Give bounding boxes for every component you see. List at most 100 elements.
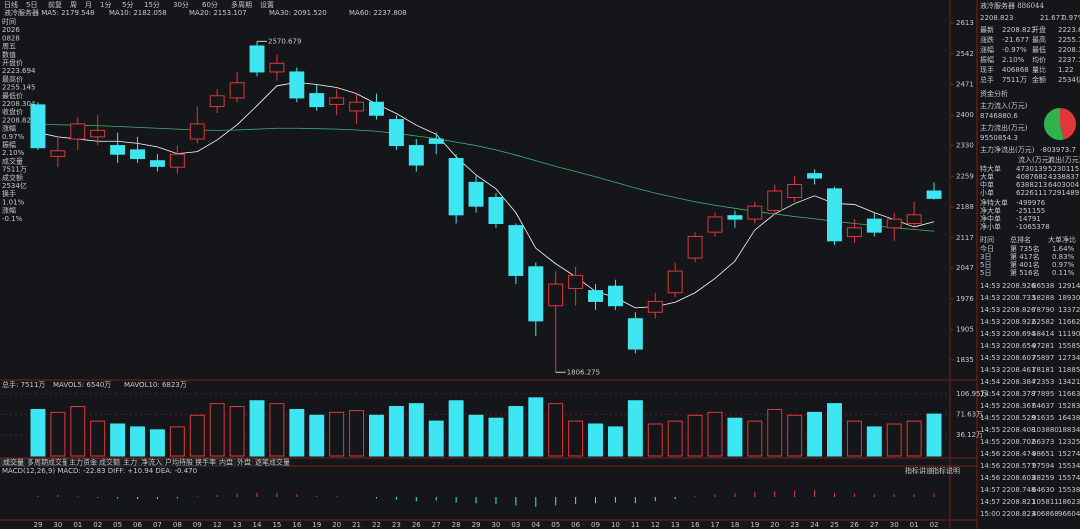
date-label: 02 [930,521,939,529]
trade-cell: 13372 [1058,306,1080,314]
volume-bar [249,400,265,457]
date-label: 13 [233,521,242,529]
candle-body [906,214,922,224]
trade-cell: 15534 [1058,462,1080,470]
trade-cell: 15274 [1058,450,1080,458]
volume-bar [448,400,464,457]
ranking-cell: 0.11% [1052,269,1075,277]
trade-cell: 91635 [1032,414,1054,422]
volume-bar [548,403,564,457]
indicator-tab: 换手率 [195,458,216,467]
info-item: 振幅 [2,140,16,149]
tab-bg[interactable] [96,458,120,467]
date-label: 29 [472,521,481,529]
ranking-cell: 0.97% [1052,261,1075,269]
funds-label: 主力净流出(万元) [980,145,1035,154]
date-label: 20 [332,521,341,529]
info-item: 开盘价 [2,58,23,67]
tab-bg[interactable] [234,458,252,467]
tab-bg[interactable] [252,458,288,467]
info-item: 收盘价 [2,107,23,116]
tab-bg[interactable] [162,458,192,467]
candle-body [50,150,66,157]
trade-cell: 88259 [1032,474,1054,482]
candle-body [229,82,245,99]
date-label: 16 [292,521,301,529]
quote-cell: 406868 [1002,66,1029,74]
ranking-cell: 1.64% [1052,245,1075,253]
tab-bg[interactable] [120,458,138,467]
candle-body [548,283,564,307]
date-label: 11 [631,521,640,529]
volume-bar [627,400,643,457]
candle-body [349,101,365,112]
trade-cell: 2208.603 [1002,474,1035,482]
info-item: 0.97% [2,133,25,141]
tab-bg[interactable] [0,458,24,467]
date-label: 05 [113,521,122,529]
volume-bar [528,397,544,457]
quote-title: 液冷服务器 886044 [980,1,1044,10]
quote-cell: 2208.823 [1002,26,1035,34]
y-tick-label: 2613 [956,19,974,27]
tab-bg[interactable] [192,458,216,467]
funds-value: 8746880.6 [980,112,1018,120]
trade-cell: 66373 [1032,438,1054,446]
candle-body [607,285,623,307]
candle-body [90,129,106,138]
trade-cell: 13421 [1058,378,1080,386]
date-label: 19 [312,521,321,529]
info-item: 最高价 [2,74,23,83]
trade-cell: 14:53 [980,294,1000,302]
funds-cell: 4087682 [1016,173,1047,181]
info-item: 成交额 [2,173,23,182]
tab-bg[interactable] [66,458,96,467]
info-item: 数值 [2,50,16,59]
volume-bar [687,414,703,457]
trade-cell: 15:00 [980,510,1000,518]
trade-cell: 14:53 [980,318,1000,326]
pie-slice [1044,108,1064,140]
volume-tick-label: 106.95万 [956,390,988,398]
trade-cell: 2208.748 [1002,486,1035,494]
info-item: 涨幅 [2,124,16,133]
ranking-cell: 3日 [980,253,991,261]
trade-cell: 78790 [1032,306,1054,314]
macd-button[interactable]: 指标讲道 [905,466,933,475]
y-tick-label: 2400 [956,111,974,119]
candle-body [30,104,46,149]
volume-bar [90,420,106,457]
y-tick-label: 1905 [956,326,974,334]
volume-bar [309,414,325,457]
tab-bg[interactable] [216,458,234,467]
trade-cell: 2208.926 [1002,282,1036,290]
funds-cell: 4338837 [1048,173,1079,181]
trade-cell: 14:56 [980,474,1001,482]
date-label: 30 [491,521,500,529]
date-label: 28 [452,521,461,529]
date-label: 04 [531,521,540,529]
macd-button[interactable]: 指标说明 [932,466,960,475]
date-label: 16 [691,521,700,529]
tab-bg[interactable] [24,458,66,467]
trade-cell: 2208.823 [1002,510,1035,518]
candle-body [747,205,763,220]
volume-legend: MAVOL10: 6823万 [124,381,187,389]
quote-cell: 2208.304 [1058,46,1080,54]
volume-legend: 总手: 7511万 [2,380,45,389]
quote-cell: 振幅 [980,55,994,64]
candle-body [488,197,504,224]
volume-bar [607,426,623,457]
volume-bar [169,426,185,457]
funds-cell: 小单 [980,188,994,197]
date-label: 25 [830,521,839,529]
tab-bg[interactable] [138,458,162,467]
date-label: 30 [890,521,899,529]
volume-bar [209,403,225,457]
funds-net-cell: 净小单 [980,222,1001,231]
volume-bar [926,413,942,457]
volume-bar [408,403,424,457]
funds-net-cell: 净特大单 [980,198,1008,207]
volume-bar [468,414,484,457]
funds-cell: 5230115 [1048,165,1079,173]
